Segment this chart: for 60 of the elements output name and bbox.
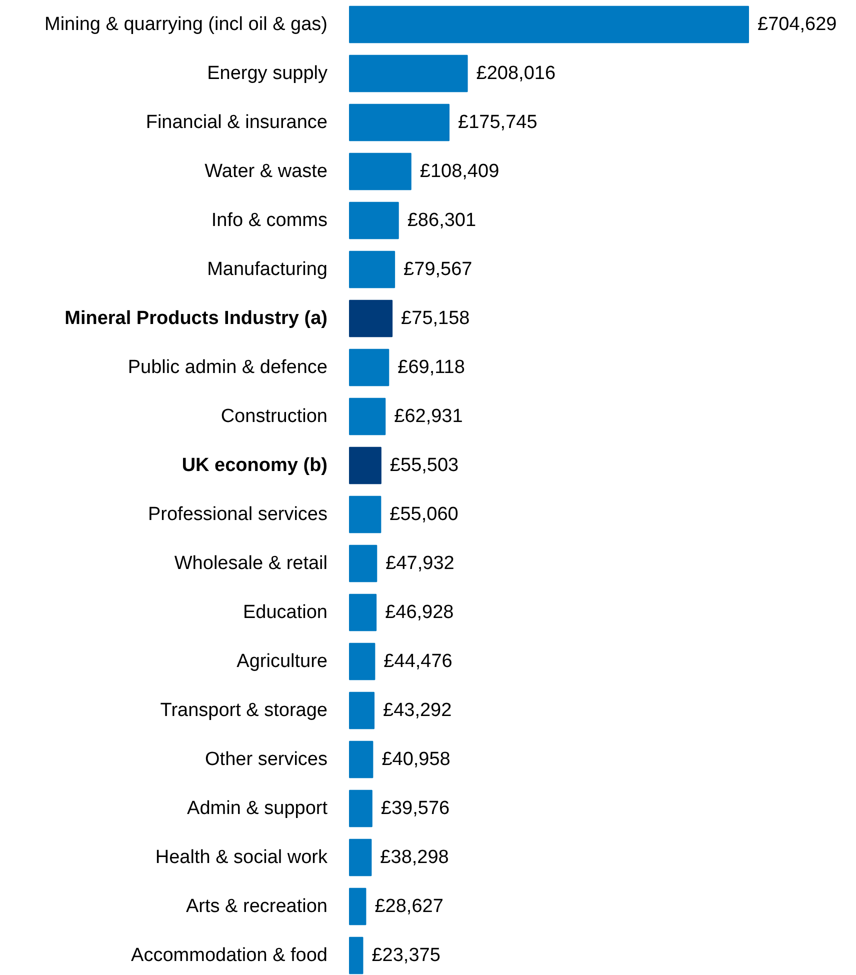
y-tick-label: Transport & storage [160,700,328,721]
y-tick-label: Agriculture [236,651,328,672]
data-label: £23,375 [372,945,440,966]
y-tick-label: Energy supply [207,63,328,84]
bar [349,740,374,778]
data-label: £75,158 [401,308,470,329]
y-tick-label: Manufacturing [207,259,328,280]
y-tick-label: Education [242,602,328,623]
y-tick-label: Professional services [148,504,328,525]
y-tick-label: Accommodation & food [131,945,328,966]
bar [349,152,412,190]
data-label: £208,016 [476,63,556,84]
y-tick-label: Construction [220,406,328,427]
data-label: £39,576 [380,798,450,819]
bar [349,642,376,680]
y-tick-label: Info & comms [211,210,328,231]
y-tick-label: Arts & recreation [186,896,328,917]
bar [349,496,382,534]
bar [349,348,390,386]
bar [349,398,386,436]
bar [349,54,468,92]
bar [349,790,372,828]
bar [349,6,749,44]
data-label: £47,932 [386,553,454,574]
y-tick-label: Wholesale & retail [174,553,328,574]
data-label: £43,292 [383,700,452,721]
bar [349,544,378,582]
bar [349,936,364,974]
data-label: £44,476 [384,651,452,672]
y-tick-label: Mining & quarrying (incl oil & gas) [44,14,328,35]
bar [349,888,366,926]
data-label: £38,298 [380,847,449,868]
y-tick-label: UK economy (b) [182,455,328,476]
bar [349,446,382,484]
bar [349,594,377,632]
bar [349,104,450,142]
data-label: £69,118 [398,357,465,378]
data-label: £55,503 [390,455,459,476]
bar [349,300,393,338]
data-label: £46,928 [385,602,454,623]
data-label: £28,627 [374,896,444,917]
bar [349,250,396,288]
data-label: £40,958 [382,749,450,770]
bar [349,838,372,876]
data-label: £55,060 [390,504,458,525]
y-tick-label: Other services [205,749,328,770]
y-tick-label: Water & waste [204,161,328,182]
data-label: £62,931 [394,406,463,427]
y-tick-label: Public admin & defence [128,357,328,378]
y-tick-label: Admin & support [187,798,328,819]
data-label: £86,301 [407,210,476,231]
data-label: £108,409 [420,161,500,182]
data-label: £79,567 [404,259,472,280]
data-label: £175,745 [458,112,538,133]
y-tick-label: Financial & insurance [146,112,328,133]
bar [349,202,399,240]
bar [349,692,375,730]
data-label: £704,629 [758,14,837,35]
y-tick-label: Mineral Products Industry (a) [64,308,328,329]
y-tick-label: Health & social work [155,847,328,868]
